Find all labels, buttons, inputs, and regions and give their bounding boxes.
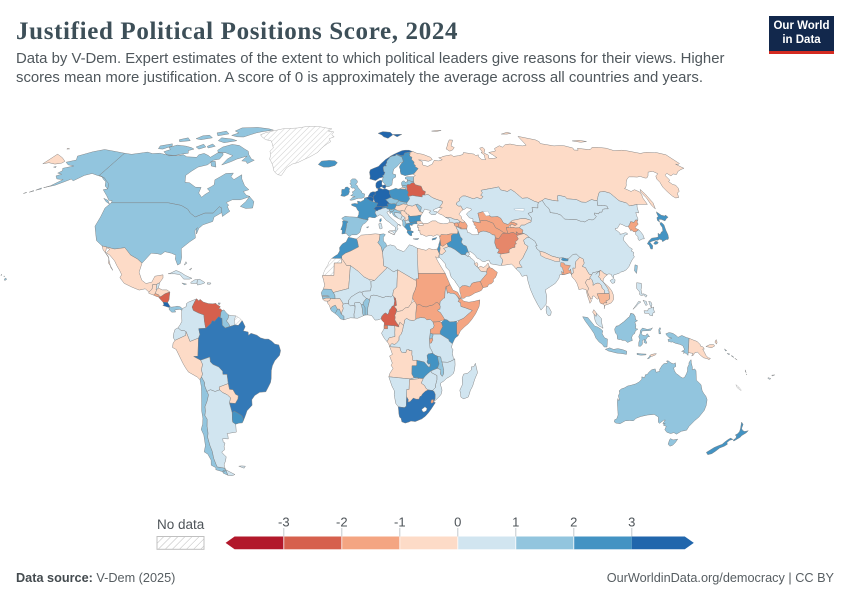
svg-text:1: 1	[512, 515, 519, 530]
svg-text:-3: -3	[278, 515, 290, 530]
svg-text:2: 2	[570, 515, 577, 530]
svg-text:-1: -1	[394, 515, 406, 530]
svg-text:-2: -2	[336, 515, 348, 530]
svg-text:3: 3	[628, 515, 635, 530]
svg-text:0: 0	[454, 515, 461, 530]
svg-text:No data: No data	[157, 517, 205, 532]
